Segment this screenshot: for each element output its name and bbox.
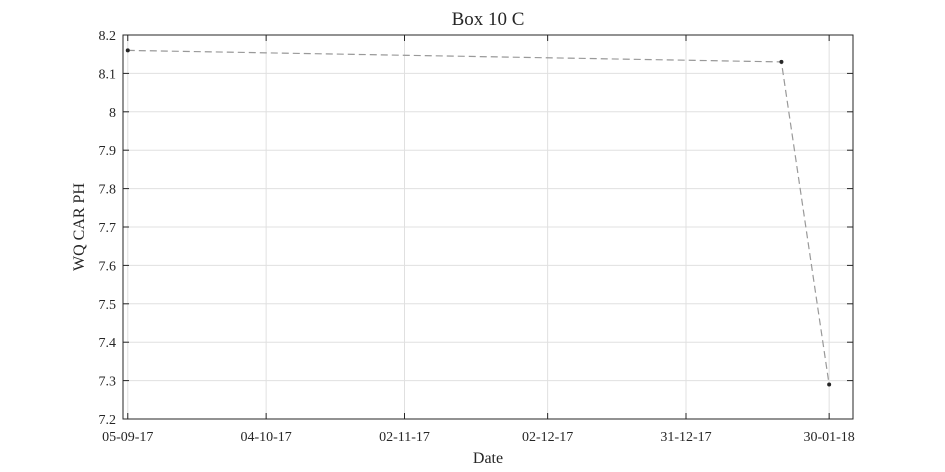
y-tick-label: 7.8: [99, 183, 117, 198]
data-point: [125, 48, 130, 53]
y-tick-label: 7.7: [99, 221, 117, 236]
x-tick-label: 31-12-17: [660, 430, 711, 445]
x-tick-label: 30-01-18: [803, 430, 854, 445]
series-layer: [125, 48, 832, 387]
y-tick-label: 7.6: [99, 259, 117, 274]
y-tick-label: 8.1: [99, 67, 117, 82]
y-tick-label: 8.2: [99, 29, 117, 44]
data-point: [779, 59, 784, 64]
data-point: [827, 382, 832, 387]
series-line: [127, 49, 830, 385]
y-tick-label: 7.3: [99, 375, 117, 390]
grid: [123, 34, 853, 420]
y-tick-label: 7.9: [99, 144, 117, 159]
y-tick-label: 8: [109, 106, 116, 121]
x-tick-label: 02-12-17: [522, 430, 573, 445]
ticks: 7.2 7.3 7.4 7.5 7.6 7.7 7.8 7.9 8 8.1 8.2 05-09-17 0…: [99, 29, 855, 445]
x-tick-label: 05-09-17: [102, 430, 153, 445]
y-axis-label: WQ CAR PH: [71, 183, 88, 271]
chart-title: Box 10 C: [452, 9, 525, 30]
y-tick-label: 7.4: [99, 336, 117, 351]
x-axis-label: Date: [473, 450, 503, 467]
y-tick-label: 7.2: [99, 413, 117, 428]
y-tick-label: 7.5: [99, 298, 117, 313]
x-tick-label: 04-10-17: [240, 430, 291, 445]
x-tick-label: 02-11-17: [379, 430, 430, 445]
